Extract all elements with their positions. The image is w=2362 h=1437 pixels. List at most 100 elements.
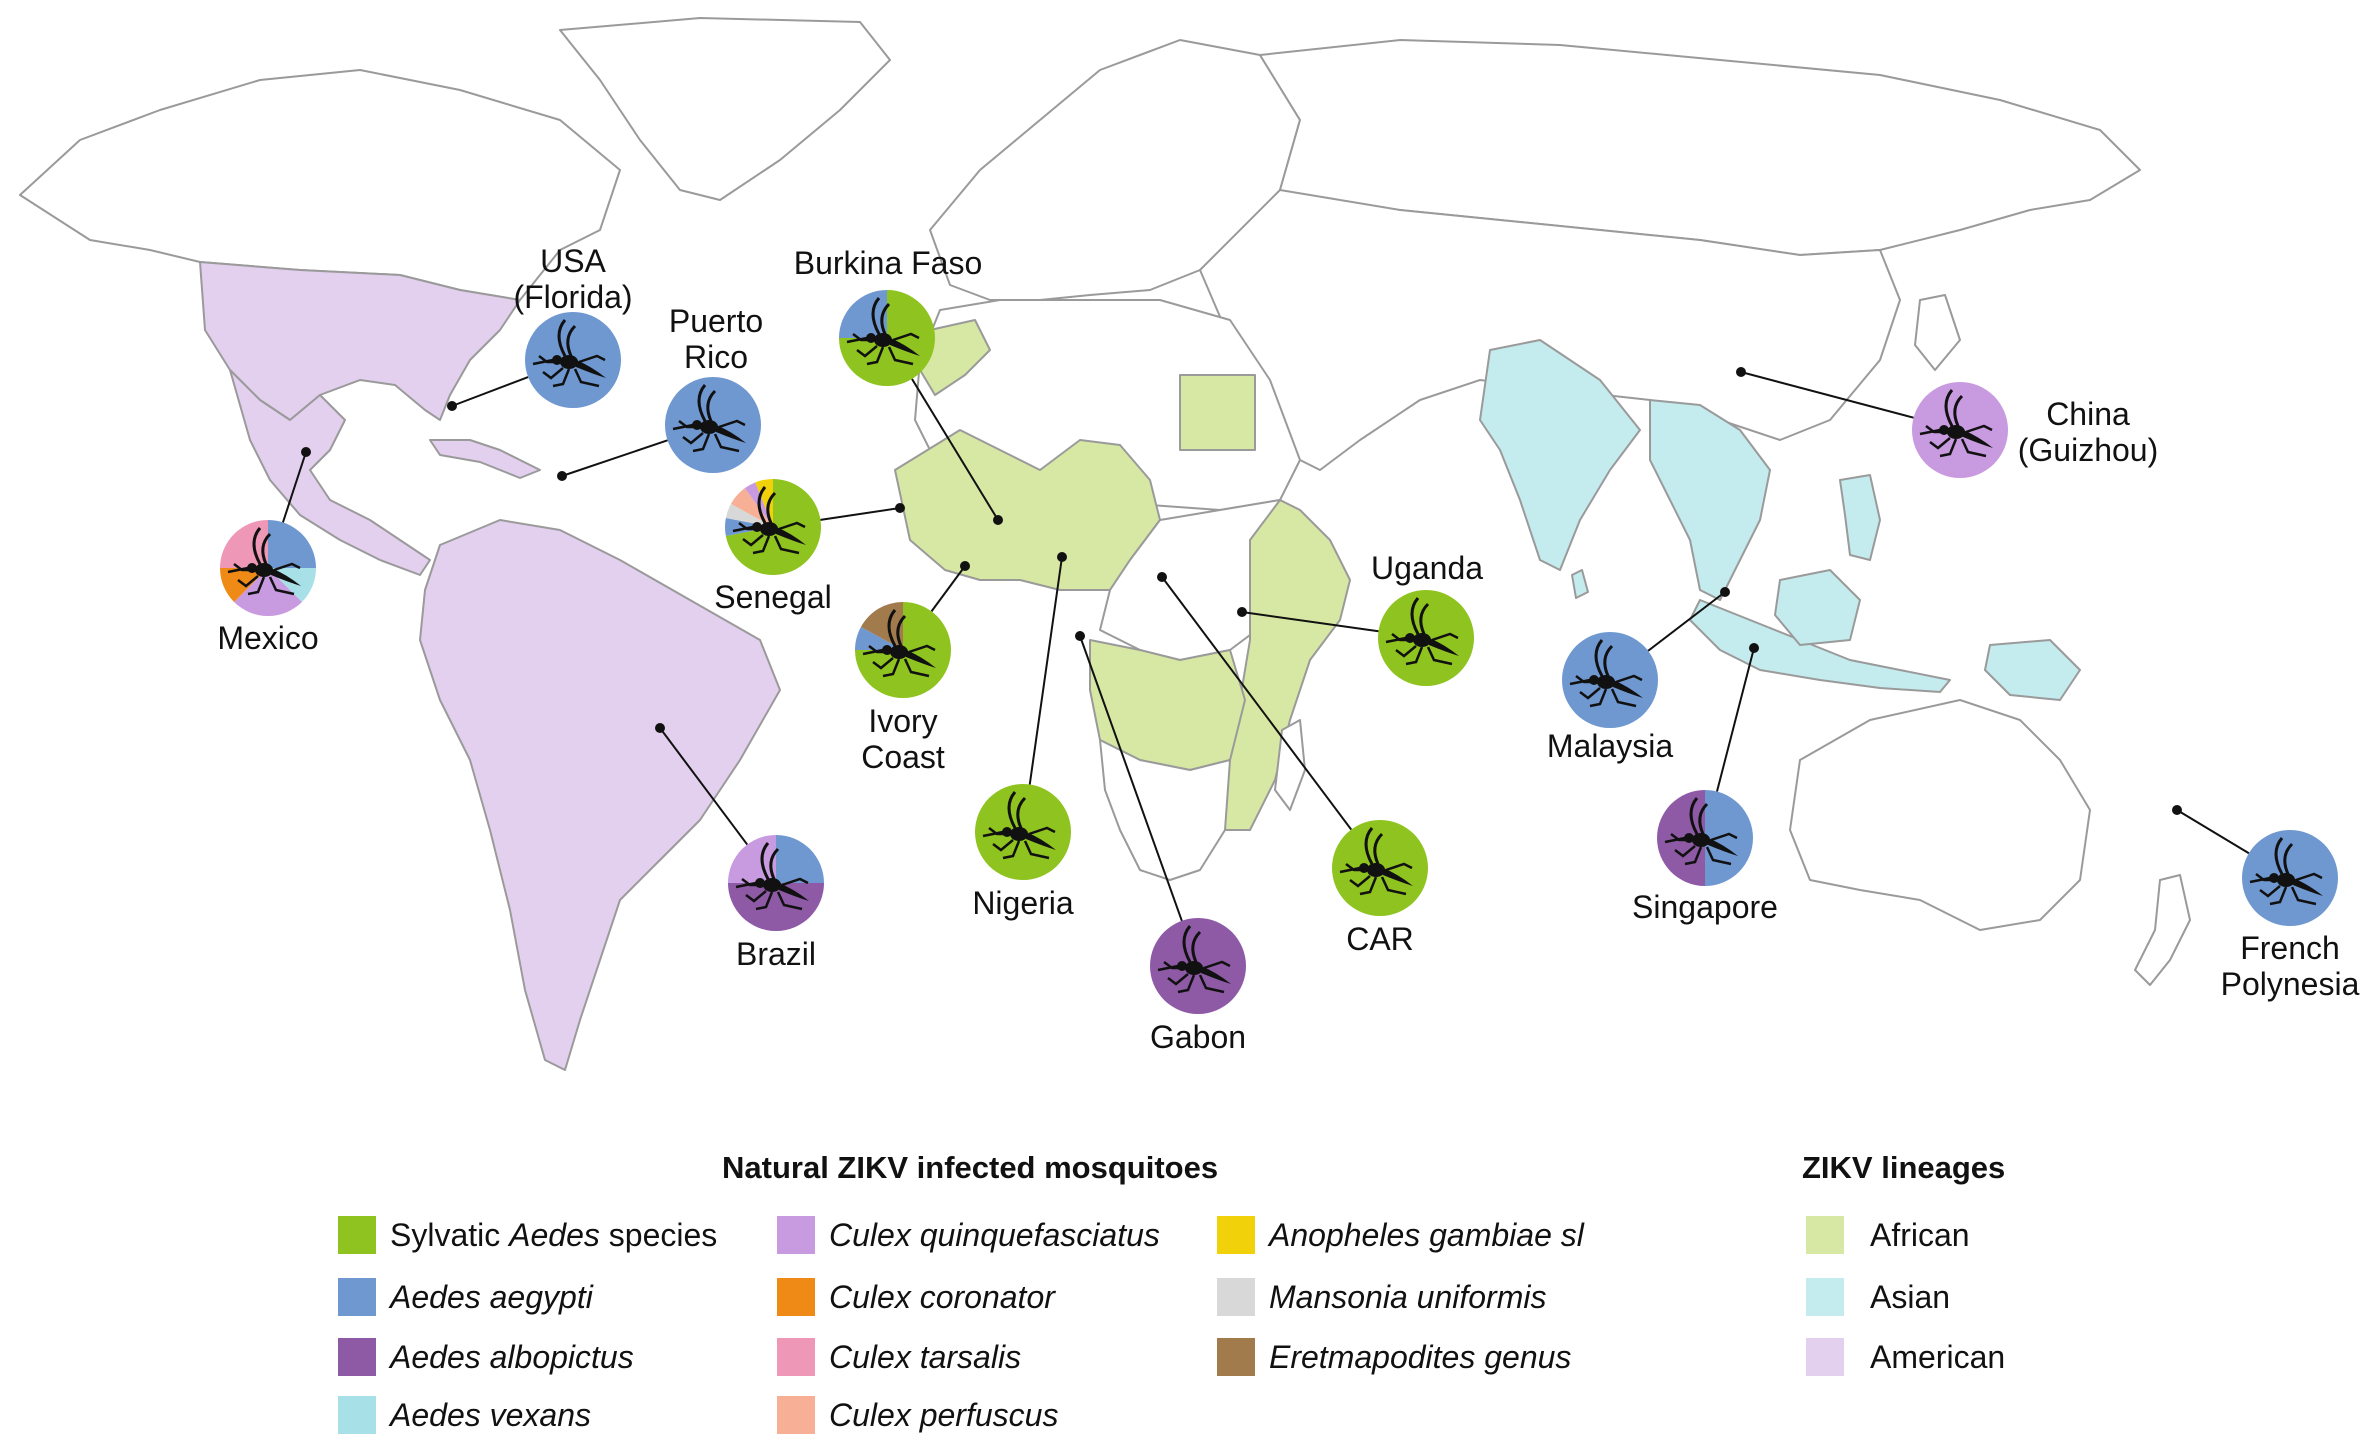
land-masses: [19, 17, 2191, 1071]
swatch-culex-quinquefasciatus: [777, 1216, 815, 1254]
label-uganda: Uganda: [1370, 550, 1484, 586]
pie-marker-french-polynesia: [2242, 830, 2338, 926]
swatch-culex-coronator: [777, 1278, 815, 1316]
location-dot-ivory-coast: [960, 561, 970, 571]
southern-africa-shape: [1099, 739, 1231, 881]
legend-item-aedes-albopictus: Aedes albopictus: [338, 1337, 634, 1377]
pointer-line-usa-florida: [451, 376, 529, 407]
legend-item-lineage-african: African: [1806, 1215, 1970, 1255]
location-dot-china-guizhou: [1736, 367, 1746, 377]
legend-label-culex-tarsalis: Culex tarsalis: [829, 1338, 1022, 1375]
swatch-lineage-african: [1806, 1216, 1844, 1254]
label-burkina-faso: Burkina Faso: [793, 245, 983, 281]
swatch-sylvatic-aedes: [338, 1216, 376, 1254]
legend-label-culex-quinquefasciatus: Culex quinquefasciatus: [829, 1216, 1160, 1253]
location-dot-nigeria: [1057, 552, 1067, 562]
label-ivory-coast: Ivory Coast: [861, 703, 945, 775]
new-zealand-shape: [2134, 874, 2191, 986]
mosquito-icon: [1664, 797, 1738, 866]
location-dot-car: [1157, 572, 1167, 582]
legend-item-lineage-asian: Asian: [1806, 1277, 1950, 1317]
pie-slice-aedes_aegypti: [776, 835, 824, 883]
label-senegal: Senegal: [714, 579, 832, 615]
madagascar-shape: [1274, 719, 1306, 811]
pointer-line-puerto-rico: [561, 439, 668, 477]
pie-marker-brazil: [728, 835, 824, 931]
pie-slice-aedes_aegypti: [1705, 790, 1753, 886]
pie-marker-car: [1332, 820, 1428, 916]
label-usa-florida: USA (Florida): [513, 243, 633, 315]
location-dot-french-polynesia: [2172, 805, 2182, 815]
pie-marker-uganda: [1378, 590, 1474, 686]
pointer-line-ivory-coast: [930, 565, 966, 612]
location-dot-burkina-faso: [993, 515, 1003, 525]
mosquito-icon: [1339, 827, 1413, 896]
mosquito-icon: [227, 527, 301, 596]
label-mexico: Mexico: [217, 620, 319, 656]
legend-label-eretmapodites: Eretmapodites genus: [1269, 1338, 1572, 1375]
legend-item-anopheles-gambiae: Anopheles gambiae sl: [1217, 1215, 1584, 1255]
pie-marker-senegal: [725, 479, 821, 575]
pie-marker-puerto-rico: [665, 377, 761, 473]
australia-shape: [1789, 699, 2091, 931]
pie-marker-china-guizhou: [1912, 382, 2008, 478]
label-malaysia: Malaysia: [1546, 728, 1674, 764]
legend-item-sylvatic-aedes: Sylvatic Aedes species: [338, 1215, 717, 1255]
legend-item-mansonia-uniformis: Mansonia uniformis: [1217, 1277, 1546, 1317]
mosquito-icon: [1385, 597, 1459, 666]
pie-markers: [220, 290, 2338, 1014]
pointer-line-china-guizhou: [1740, 371, 1914, 419]
mosquito-icon: [672, 384, 746, 453]
pointer-line-senegal: [820, 507, 901, 521]
pointer-line-uganda: [1241, 611, 1379, 633]
greenland-shape: [559, 17, 891, 201]
location-dot-singapore: [1749, 643, 1759, 653]
central-asia-shape: [1199, 189, 1901, 471]
swatch-lineage-asian: [1806, 1278, 1844, 1316]
location-dot-gabon: [1075, 631, 1085, 641]
location-dots: [301, 367, 2182, 815]
borneo-shape: [1774, 569, 1861, 646]
legend-lineages-title: ZIKV lineages: [1802, 1150, 2006, 1185]
legend-label-aedes-vexans: Aedes vexans: [390, 1396, 592, 1433]
legend-mosquitoes-title: Natural ZIKV infected mosquitoes: [722, 1150, 1219, 1185]
label-gabon: Gabon: [1149, 1019, 1247, 1055]
mosquito-icon: [982, 791, 1056, 860]
location-dot-puerto-rico: [557, 471, 567, 481]
legend-item-aedes-vexans: Aedes vexans: [338, 1395, 591, 1435]
legend-item-culex-quinquefasciatus: Culex quinquefasciatus: [777, 1215, 1160, 1255]
pie-slice-aedes_aegypti: [268, 520, 316, 568]
pie-marker-singapore: [1657, 790, 1753, 886]
sri-lanka-shape: [1571, 569, 1589, 599]
pie-marker-gabon: [1150, 918, 1246, 1014]
legend-item-eretmapodites: Eretmapodites genus: [1217, 1337, 1571, 1377]
pointer-line-singapore: [1716, 647, 1755, 792]
location-dot-uganda: [1237, 607, 1247, 617]
swatch-culex-tarsalis: [777, 1338, 815, 1376]
swatch-aedes-albopictus: [338, 1338, 376, 1376]
legend-item-culex-perfuscus: Culex perfuscus: [777, 1395, 1058, 1435]
mosquito-icon: [862, 609, 936, 678]
legend-label-lineage-african: African: [1870, 1216, 1970, 1253]
mosquito-icon: [735, 842, 809, 911]
pointer-line-mexico: [281, 451, 307, 523]
legend-label-culex-perfuscus: Culex perfuscus: [829, 1396, 1059, 1433]
egypt-shape: [1179, 374, 1256, 451]
swatch-eretmapodites: [1217, 1338, 1255, 1376]
pointer-line-burkina-faso: [911, 378, 999, 521]
pie-slice-culex_quinquefasciatus: [234, 568, 302, 616]
pointer-lines: [281, 371, 2250, 922]
pointer-line-malaysia: [1647, 591, 1726, 652]
swatch-lineage-american: [1806, 1338, 1844, 1376]
swatch-aedes-vexans: [338, 1396, 376, 1434]
swatch-aedes-aegypti: [338, 1278, 376, 1316]
pointer-line-brazil: [659, 727, 749, 846]
pie-marker-ivory-coast: [855, 602, 951, 698]
south-america-shape: [419, 519, 781, 1071]
label-brazil: Brazil: [735, 936, 817, 972]
mosquito-icon: [2249, 837, 2323, 906]
pie-marker-mexico: [220, 520, 316, 616]
pie-slice-culex_quinquefasciatus: [728, 835, 776, 883]
location-dot-malaysia: [1720, 587, 1730, 597]
